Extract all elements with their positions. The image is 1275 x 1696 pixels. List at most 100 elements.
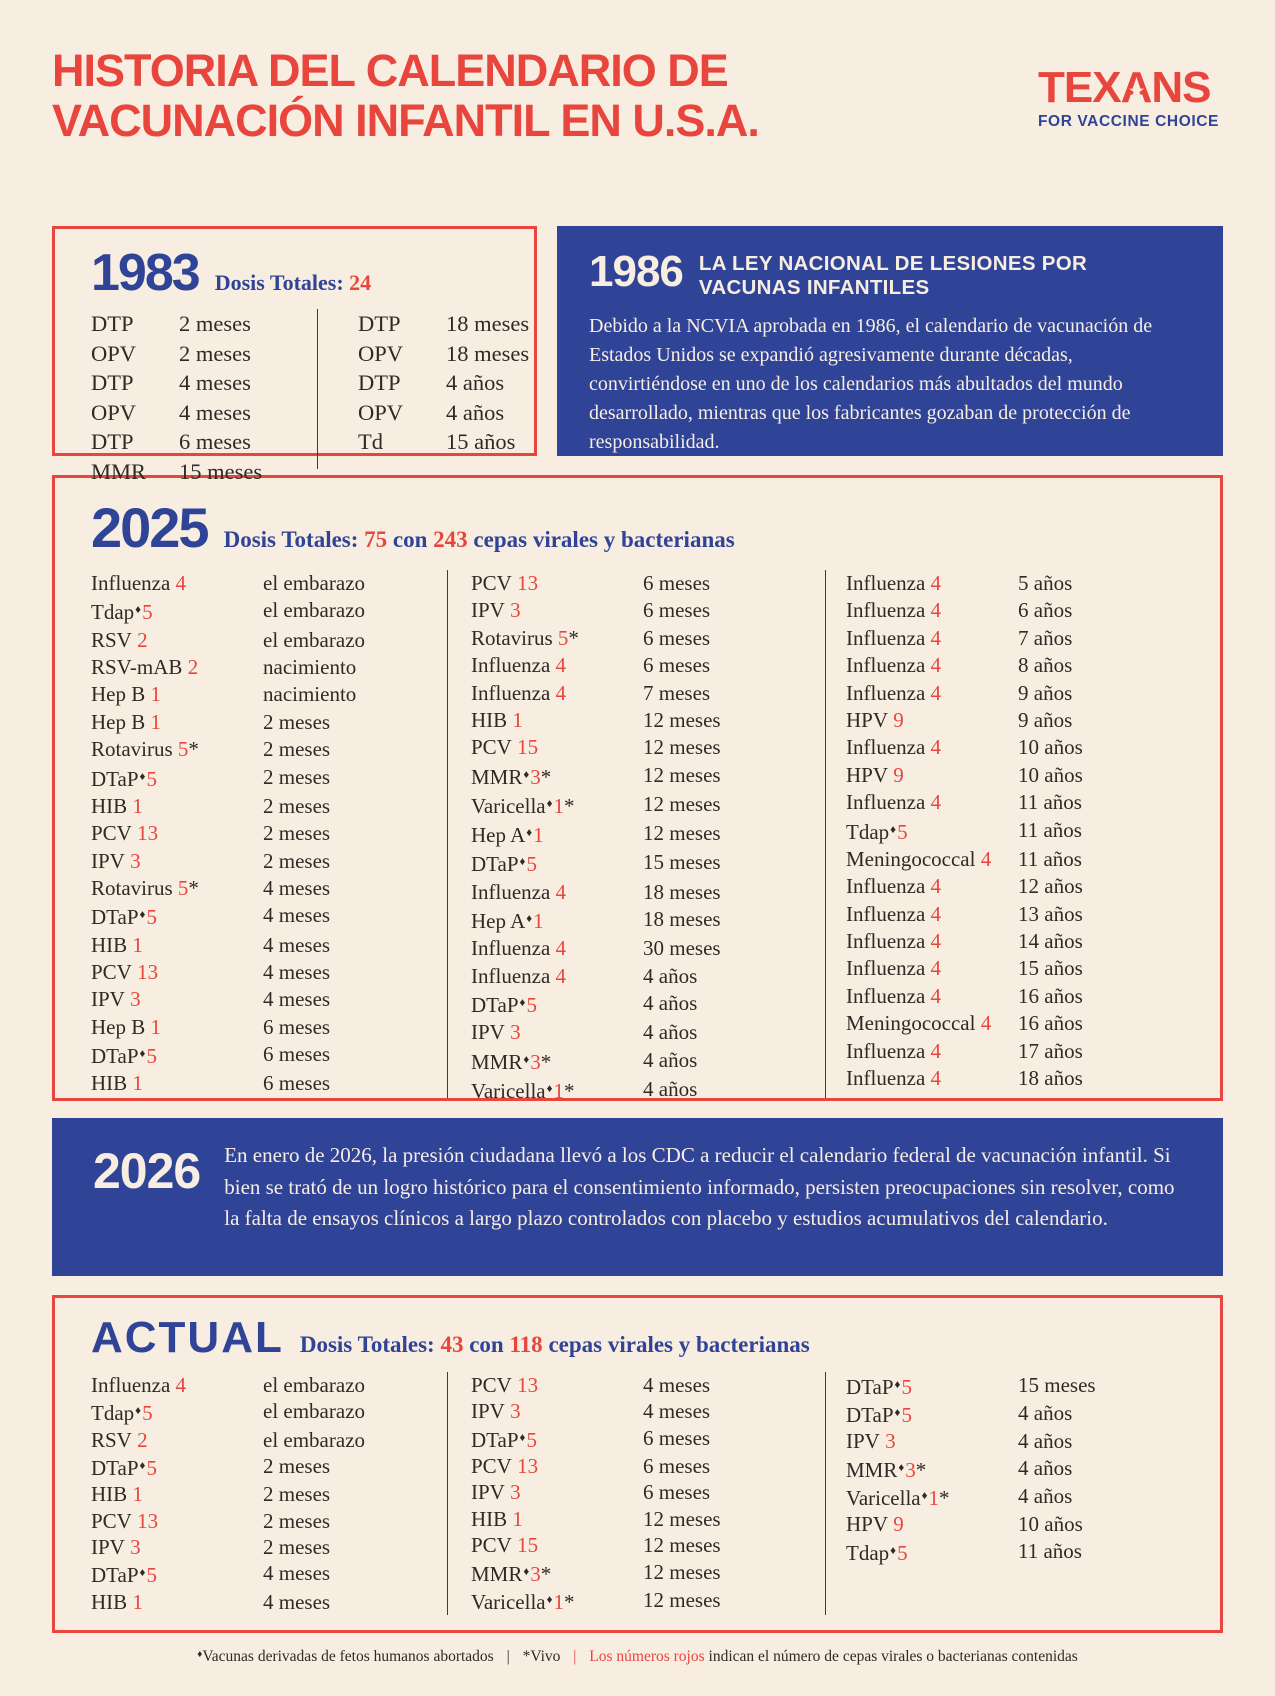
live-asterisk: *	[188, 737, 199, 762]
vaccine-row: Influenza 4 10 años	[846, 734, 1220, 761]
vaccine-age: 30 meses	[643, 936, 721, 961]
vaccine-name: Rotavirus 5*	[91, 737, 199, 762]
vaccine-row: PCV 13 4 meses	[91, 959, 447, 986]
strain-count: 4	[555, 963, 567, 988]
vaccine-row: PCV 13 2 meses	[91, 1508, 447, 1534]
vaccine-name: HIB 1	[91, 793, 143, 818]
vaccine-name: DTP	[358, 311, 401, 336]
vaccine-age: 4 años	[643, 990, 698, 1015]
vaccine-name: Influenza 4	[91, 571, 187, 595]
strain-count: 4	[980, 1011, 992, 1036]
vaccine-row: HIB 1 6 meses	[91, 1070, 447, 1097]
strain-count: 15	[517, 735, 539, 760]
vaccine-name: RSV 2	[91, 627, 148, 652]
strain-count: 5	[557, 625, 569, 650]
vaccine-row: Influenza 4 17 años	[846, 1038, 1220, 1065]
fetal-diamond-icon: ♦	[546, 1593, 553, 1606]
vaccine-name: DTaP♦5	[846, 1374, 912, 1399]
vaccine-row: RSV-mAB 2 nacimiento	[91, 654, 447, 681]
vaccine-name: HPV 9	[846, 708, 904, 733]
red-numbers-explanation: indican el número de cepas virales o bac…	[708, 1648, 1078, 1665]
vaccine-row: MMR♦3* 4 años	[846, 1455, 1220, 1483]
vaccine-name: Hep B 1	[91, 682, 161, 707]
strain-count: 4	[175, 571, 187, 595]
vaccine-age: 6 meses	[263, 1071, 331, 1096]
vaccine-age: 8 años	[1018, 653, 1073, 678]
fetal-diamond-icon: ♦	[139, 1459, 146, 1472]
vaccine-row: IPV 3 6 meses	[471, 597, 825, 624]
vaccine-name: Varicella♦1*	[471, 1589, 575, 1614]
vaccine-age: 4 años	[643, 963, 698, 988]
vaccine-name: DTaP♦5	[91, 1455, 157, 1480]
vaccine-age: 2 meses	[263, 1453, 331, 1478]
vaccine-age: 10 años	[1018, 762, 1083, 787]
vaccine-age: 7 meses	[643, 680, 711, 705]
vaccine-row: Hep B 1 nacimiento	[91, 681, 447, 708]
box-1986: 1986 LA LEY NACIONAL DE LESIONES POR VAC…	[557, 226, 1223, 456]
vaccine-age: 12 meses	[643, 1506, 721, 1531]
vaccine-row: Hep B 1 2 meses	[91, 709, 447, 736]
vaccine-name: DTaP♦5	[91, 905, 157, 930]
vaccine-row: DTP 4 años	[358, 368, 534, 398]
vaccine-name: Varicella♦1*	[471, 1078, 575, 1101]
box-actual: ACTUAL Dosis Totales: 43 con 118 cepas v…	[52, 1295, 1223, 1633]
strain-count: 5	[146, 1043, 157, 1068]
fetal-diamond-icon: ♦	[523, 768, 530, 781]
vaccine-age: 4 meses	[263, 1589, 331, 1614]
strain-count: 5	[526, 992, 537, 1017]
vaccine-name: DTaP♦5	[471, 1427, 537, 1452]
vaccine-age: 4 años	[643, 1020, 698, 1045]
vaccine-age: 4 años	[446, 370, 505, 395]
vaccine-name: OPV	[358, 340, 404, 366]
vaccine-age: 4 meses	[263, 932, 331, 957]
vaccine-row: IPV 3 6 meses	[471, 1479, 825, 1505]
vaccine-age: nacimiento	[263, 654, 357, 679]
box-1983: 1983 Dosis Totales: 24 DTP 2 meses OPV 2 me…	[52, 226, 537, 484]
vaccine-row: HIB 1 4 meses	[91, 1589, 447, 1615]
vaccine-name: PCV 13	[471, 571, 539, 595]
vaccine-name: Rotavirus 5*	[91, 876, 199, 900]
strain-count: 3	[510, 1480, 521, 1505]
vaccine-row: Influenza 4 el embarazo	[91, 1372, 447, 1398]
vaccine-row: PCV 13 4 meses	[471, 1372, 825, 1398]
strain-count: 3	[130, 1534, 141, 1559]
vaccine-name: Influenza 4	[846, 874, 942, 899]
vaccine-age: 9 años	[1018, 680, 1073, 705]
vaccine-name: Influenza 4	[846, 625, 942, 650]
vaccine-name: Influenza 4	[846, 571, 942, 595]
vaccine-name: IPV 3	[91, 987, 141, 1012]
vaccine-row: Rotavirus 5* 4 meses	[91, 875, 447, 902]
ncvia-heading: LA LEY NACIONAL DE LESIONES POR VACUNAS …	[698, 252, 1088, 300]
fetal-diamond-icon: ♦	[139, 770, 146, 783]
strain-count: 1	[553, 1589, 565, 1614]
vaccine-name: Influenza 4	[846, 956, 942, 981]
vaccine-age: 6 meses	[179, 429, 251, 454]
strain-count: 4	[930, 680, 942, 705]
vaccine-age: 16 años	[1018, 983, 1083, 1008]
year-actual: ACTUAL	[91, 1313, 284, 1362]
vaccine-name: IPV 3	[471, 1480, 521, 1505]
vaccine-name: OPV	[91, 399, 137, 425]
vaccine-age: 6 meses	[643, 625, 711, 650]
vaccine-age: 7 años	[1018, 625, 1073, 650]
vaccine-name: DTaP♦5	[846, 1402, 912, 1427]
fetal-diamond-icon: ♦	[139, 1048, 146, 1061]
strain-count: 1	[132, 1482, 143, 1507]
vaccine-name: HIB 1	[471, 1506, 523, 1531]
vaccine-row: Influenza 4 15 años	[846, 955, 1220, 982]
vaccine-age: 2 meses	[263, 793, 331, 818]
strain-count: 5	[146, 1563, 157, 1588]
strain-count: 3	[530, 1561, 541, 1586]
strain-count: 4	[930, 956, 942, 981]
fetal-diamond-icon: ♦	[526, 827, 533, 840]
vaccine-column: DTP 2 meses OPV 2 meses DTP 4 meses OPV 4 meses…	[91, 309, 317, 484]
vaccine-row: Tdap♦5 el embarazo	[91, 597, 447, 626]
vaccine-row: Meningococcal 4 11 años	[846, 846, 1220, 873]
vaccine-age: 4 meses	[263, 903, 331, 928]
year-1983: 1983	[91, 244, 201, 302]
vaccine-name: Td	[358, 429, 383, 454]
separator: |	[506, 1648, 510, 1665]
vaccine-age: 11 años	[1018, 790, 1082, 815]
strain-count: 5	[897, 819, 908, 844]
fetal-diamond-icon: ♦	[139, 1567, 146, 1580]
